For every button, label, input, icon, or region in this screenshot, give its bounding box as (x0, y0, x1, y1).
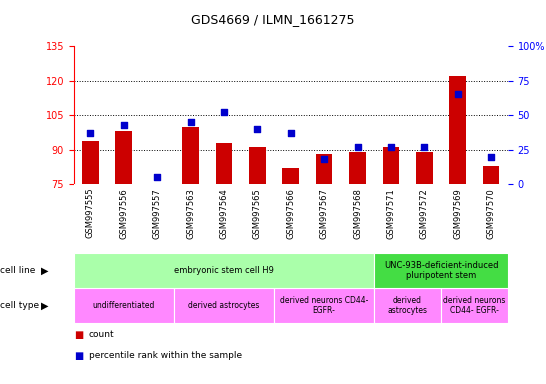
Point (153, 174, 162, 180)
Bar (349, 152, 366, 184)
Point (387, 144, 395, 150)
Text: ■: ■ (74, 351, 83, 361)
Text: GSM997572: GSM997572 (420, 188, 429, 238)
Text: GSM997571: GSM997571 (387, 188, 395, 238)
Bar (483, 166, 500, 184)
Bar (449, 76, 466, 184)
Point (353, 144, 362, 150)
Text: percentile rank within the sample: percentile rank within the sample (89, 351, 242, 360)
Text: GSM997569: GSM997569 (453, 188, 462, 238)
Point (86, 130, 95, 136)
Text: GSM997555: GSM997555 (86, 188, 95, 238)
Text: embryonic stem cell H9: embryonic stem cell H9 (174, 266, 274, 275)
Point (186, 119, 195, 125)
Bar (374, 253, 508, 288)
Bar (115, 131, 132, 184)
Text: GSM997565: GSM997565 (253, 188, 262, 238)
Text: GSM997568: GSM997568 (353, 188, 362, 238)
Text: GSM997567: GSM997567 (319, 188, 329, 238)
Bar (74, 253, 374, 288)
Text: undifferentiated: undifferentiated (93, 301, 155, 310)
Bar (82, 141, 99, 184)
Text: cell line: cell line (0, 266, 35, 275)
Text: GSM997563: GSM997563 (186, 188, 195, 238)
Point (453, 91, 462, 98)
Text: ■: ■ (74, 330, 83, 340)
Bar (274, 288, 374, 323)
Point (253, 126, 262, 132)
Text: cell type: cell type (0, 301, 39, 310)
Text: count: count (89, 330, 115, 339)
Text: ▶: ▶ (41, 300, 49, 310)
Point (420, 144, 429, 150)
Text: UNC-93B-deficient-induced
pluripotent stem: UNC-93B-deficient-induced pluripotent st… (384, 261, 498, 280)
Bar (441, 288, 508, 323)
Bar (74, 288, 174, 323)
Text: GSM997564: GSM997564 (219, 188, 228, 238)
Text: derived
astrocytes: derived astrocytes (388, 296, 428, 315)
Text: GSM997570: GSM997570 (486, 188, 496, 238)
Text: derived neurons
CD44- EGFR-: derived neurons CD44- EGFR- (443, 296, 506, 315)
Text: GDS4669 / ILMN_1661275: GDS4669 / ILMN_1661275 (191, 13, 355, 26)
Bar (316, 154, 333, 184)
Bar (182, 127, 199, 184)
Bar (249, 147, 266, 184)
Text: GSM997556: GSM997556 (119, 188, 128, 238)
Bar (374, 288, 441, 323)
Point (120, 122, 128, 128)
Point (486, 154, 495, 160)
Text: GSM997566: GSM997566 (286, 188, 295, 238)
Text: derived astrocytes: derived astrocytes (188, 301, 260, 310)
Bar (383, 147, 399, 184)
Text: ▶: ▶ (41, 266, 49, 276)
Point (320, 156, 329, 162)
Text: derived neurons CD44-
EGFR-: derived neurons CD44- EGFR- (280, 296, 369, 315)
Point (287, 130, 295, 136)
Text: GSM997557: GSM997557 (153, 188, 162, 238)
Point (219, 109, 228, 116)
Bar (282, 168, 299, 184)
Bar (416, 152, 432, 184)
Bar (174, 288, 274, 323)
Bar (216, 143, 232, 184)
